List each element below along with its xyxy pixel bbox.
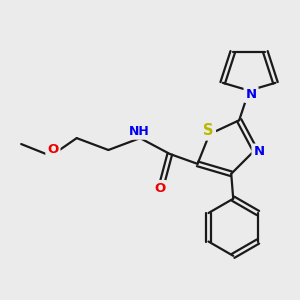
Text: N: N [254,146,265,158]
Text: NH: NH [129,125,150,138]
Text: S: S [203,124,214,139]
Text: O: O [154,182,166,195]
Text: N: N [245,88,256,101]
Text: O: O [47,143,58,156]
